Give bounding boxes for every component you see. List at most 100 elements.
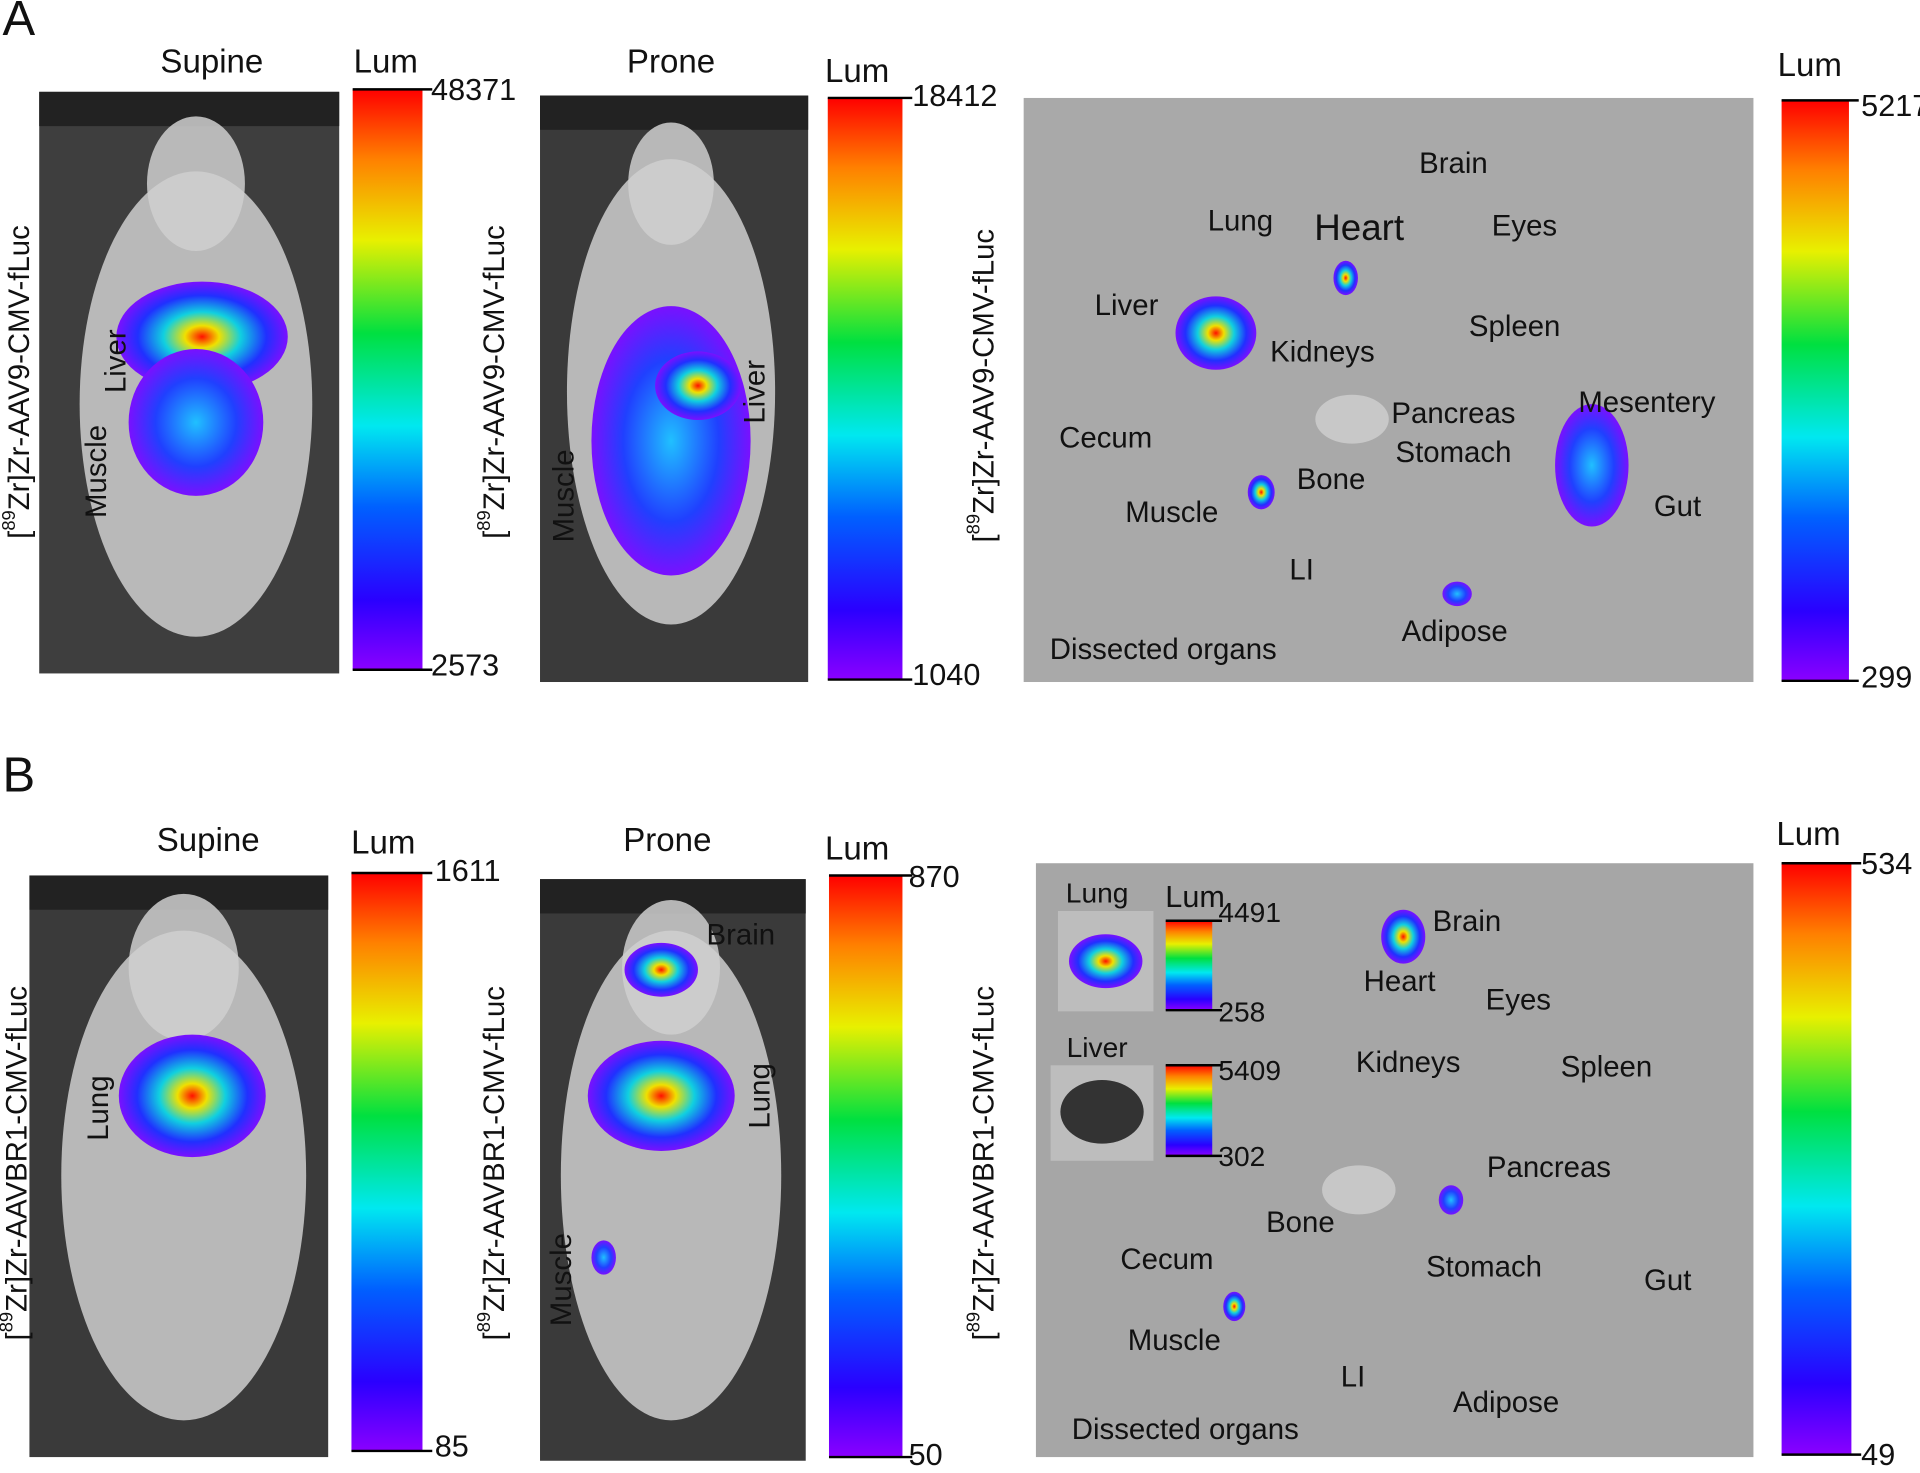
inset-label: Liver — [1067, 1032, 1128, 1063]
colorbar-min: 2573 — [431, 648, 499, 682]
organ — [1060, 1079, 1144, 1144]
organ-label: Lung — [743, 1063, 776, 1128]
probe-label: [89Zr]Zr-AAV9-CMV-fLuc — [963, 229, 1001, 543]
organ-label: Heart — [1364, 965, 1436, 998]
mouse — [61, 930, 307, 1421]
organ-label: Brain — [1419, 147, 1488, 180]
organ-label: Pancreas — [1391, 397, 1515, 430]
signal — [655, 351, 741, 420]
probe-label: [89Zr]Zr-AAV9-CMV-fLuc — [0, 225, 36, 539]
organ-label: Eyes — [1486, 983, 1551, 1016]
colorbar-max: 1611 — [435, 854, 501, 888]
organ-label: Mesentery — [1578, 386, 1715, 419]
colorbar — [1165, 1065, 1213, 1156]
colorbar-max: 18412 — [912, 79, 997, 113]
probe-bracket: [ — [478, 531, 511, 539]
organ-label: Stomach — [1395, 436, 1511, 469]
probe-isotope: 89 — [473, 1312, 494, 1332]
colorbar-max: 5217 — [1861, 89, 1920, 123]
colorbar — [351, 873, 423, 1451]
colorbar — [352, 89, 423, 670]
colorbar-max: 534 — [1861, 847, 1912, 881]
organ-label: Bone — [1297, 463, 1366, 496]
signal — [591, 1240, 616, 1275]
signal — [118, 1034, 266, 1158]
view-title: Prone — [627, 43, 715, 80]
signal — [1438, 1185, 1464, 1215]
organ-label: Muscle — [1125, 496, 1218, 529]
colorbar — [827, 97, 903, 680]
signal — [1381, 909, 1426, 964]
mouse — [146, 116, 245, 252]
organ-label: Adipose — [1453, 1386, 1559, 1419]
organ-label: Muscle — [547, 449, 580, 542]
signal — [1068, 934, 1143, 989]
organ-label: Liver — [99, 329, 132, 393]
probe-bracket: [ — [967, 534, 1000, 542]
colorbar-title: Lum — [825, 53, 889, 90]
signal — [1223, 1291, 1246, 1322]
organ-label: Stomach — [1426, 1250, 1542, 1283]
colorbar-min: 85 — [435, 1430, 469, 1464]
organ-label: LI — [1341, 1360, 1366, 1393]
mouse — [128, 893, 239, 1041]
signal — [1247, 475, 1275, 510]
signal — [1555, 404, 1629, 527]
probe-label: [89Zr]Zr-AAV9-CMV-fLuc — [473, 225, 511, 539]
panel-letter: B — [2, 749, 35, 803]
colorbar-title: Lum — [1165, 880, 1225, 914]
organ-label: Gut — [1644, 1264, 1691, 1297]
organ — [1322, 1165, 1396, 1215]
probe-isotope: 89 — [473, 510, 494, 530]
organ-label: Heart — [1314, 207, 1404, 248]
organ-label: Muscle — [80, 425, 113, 518]
image-frame — [1035, 863, 1754, 1458]
probe-isotope: 89 — [0, 1312, 16, 1332]
organ-label: Spleen — [1561, 1051, 1652, 1084]
probe-bracket: [ — [478, 1332, 511, 1340]
probe-label: [89Zr]Zr-AAVBR1-CMV-fLuc — [473, 986, 511, 1340]
probe-isotope: 89 — [0, 510, 19, 530]
organ-label: Gut — [1654, 490, 1701, 523]
colorbar-title: Lum — [1776, 816, 1840, 853]
colorbar-min: 1040 — [912, 658, 980, 692]
colorbar — [1781, 100, 1849, 681]
organ-label: Liver — [739, 360, 772, 424]
organ-label: Bone — [1266, 1206, 1335, 1239]
colorbar-title: Lum — [351, 825, 415, 862]
organ-label: Spleen — [1469, 310, 1560, 343]
view-title: Prone — [623, 822, 711, 859]
colorbar-min: 299 — [1861, 661, 1912, 695]
organ-label: Lung — [82, 1075, 115, 1140]
probe-label: [89Zr]Zr-AAVBR1-CMV-fLuc — [0, 986, 33, 1340]
panel-letter: A — [2, 0, 35, 46]
colorbar-max: 48371 — [431, 73, 516, 107]
probe-isotope: 89 — [963, 1312, 984, 1332]
organ-label: Kidneys — [1270, 336, 1375, 369]
signal — [587, 1040, 735, 1151]
organ-label: Dissected organs — [1050, 633, 1277, 666]
organ-label: Cecum — [1059, 421, 1152, 454]
colorbar-title: Lum — [1778, 47, 1842, 84]
organ-label: Kidneys — [1356, 1046, 1461, 1079]
probe-isotope: 89 — [963, 514, 984, 534]
organ-label: Brain — [1433, 905, 1502, 938]
colorbar-title: Lum — [825, 831, 889, 868]
probe-label: [89Zr]Zr-AAVBR1-CMV-fLuc — [963, 986, 1001, 1340]
probe-name: Zr]Zr-AAV9-CMV-fLuc — [478, 225, 511, 510]
signal — [591, 306, 751, 576]
colorbar-max: 870 — [909, 860, 960, 894]
mouse — [628, 122, 714, 245]
colorbar-min: 49 — [1861, 1438, 1895, 1472]
probe-name: Zr]Zr-AAVBR1-CMV-fLuc — [967, 986, 1000, 1312]
probe-name: Zr]Zr-AAV9-CMV-fLuc — [967, 229, 1000, 514]
probe-name: Zr]Zr-AAVBR1-CMV-fLuc — [0, 986, 33, 1312]
colorbar-min: 258 — [1218, 996, 1265, 1027]
colorbar-max: 4491 — [1218, 897, 1281, 928]
signal — [1333, 260, 1358, 296]
organ-label: Cecum — [1120, 1243, 1213, 1276]
organ-label: Lung — [1208, 205, 1273, 238]
view-title: Supine — [157, 822, 260, 859]
colorbar — [1165, 920, 1213, 1011]
colorbar-min: 302 — [1218, 1141, 1265, 1172]
